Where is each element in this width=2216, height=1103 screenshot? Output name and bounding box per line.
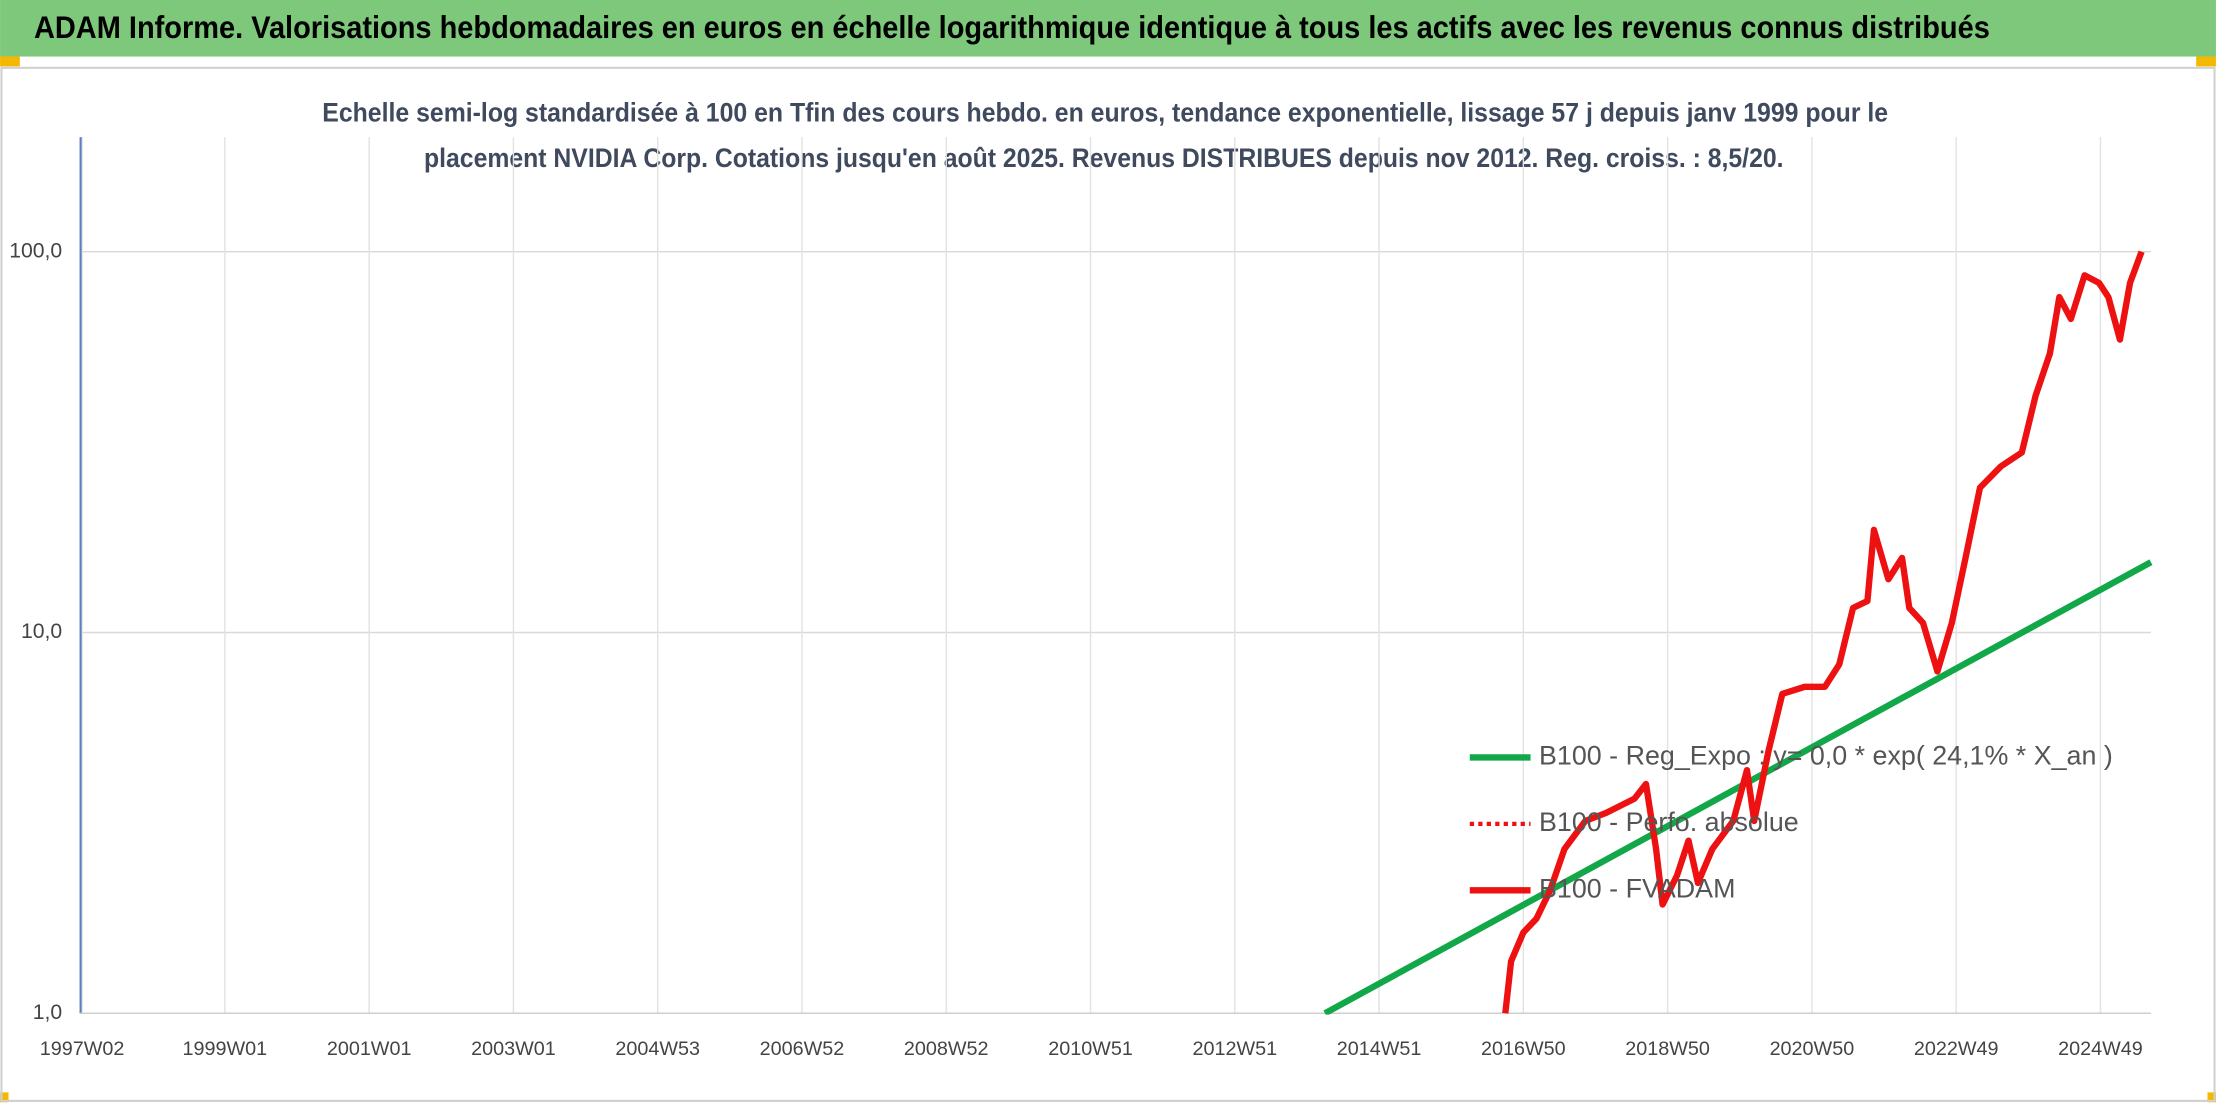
legend-label: B100 - FVADAM xyxy=(1539,873,1735,903)
corner-mark xyxy=(2196,56,2216,67)
banner-bar xyxy=(0,0,2216,57)
chart-title: placement NVIDIA Corp. Cotations jusqu'e… xyxy=(424,143,1783,173)
banner-title: ADAM Informe. Valorisations hebdomadaire… xyxy=(34,10,1990,45)
y-tick-label: 100,0 xyxy=(9,239,62,262)
series-line xyxy=(1323,559,2153,1015)
x-tick-label: 2016W50 xyxy=(1481,1038,1566,1060)
corner-mark xyxy=(0,1092,9,1103)
series-line xyxy=(1502,250,2145,1014)
x-tick-label: 2024W49 xyxy=(2058,1038,2143,1060)
x-tick-label: 2003W01 xyxy=(471,1038,556,1060)
x-tick-label: 2022W49 xyxy=(1914,1038,1999,1060)
x-tick-label: 1997W02 xyxy=(40,1038,125,1060)
x-tick-label: 2004W53 xyxy=(615,1038,700,1060)
x-tick-label: 2012W51 xyxy=(1192,1038,1277,1060)
legend-label: B100 - Perfo. absolue xyxy=(1539,807,1799,837)
x-tick-label: 2018W50 xyxy=(1625,1038,1710,1060)
chart-frame xyxy=(0,66,2216,1102)
y-tick-label: 10,0 xyxy=(21,620,62,643)
chart-title: Echelle semi-log standardisée à 100 en T… xyxy=(322,98,1888,128)
x-tick-label: 2008W52 xyxy=(904,1038,989,1060)
legend-label: B100 - Reg_Expo : y= 0,0 * exp( 24,1% * … xyxy=(1539,741,2113,771)
corner-mark xyxy=(0,56,20,67)
y-tick-label: 1,0 xyxy=(33,1001,62,1024)
corner-mark xyxy=(2207,1092,2216,1103)
x-tick-label: 2014W51 xyxy=(1337,1038,1422,1060)
x-tick-label: 2020W50 xyxy=(1770,1038,1855,1060)
x-tick-label: 2006W52 xyxy=(760,1038,845,1060)
x-tick-label: 2010W51 xyxy=(1048,1038,1133,1060)
x-tick-label: 2001W01 xyxy=(327,1038,412,1060)
x-tick-label: 1999W01 xyxy=(183,1038,268,1060)
